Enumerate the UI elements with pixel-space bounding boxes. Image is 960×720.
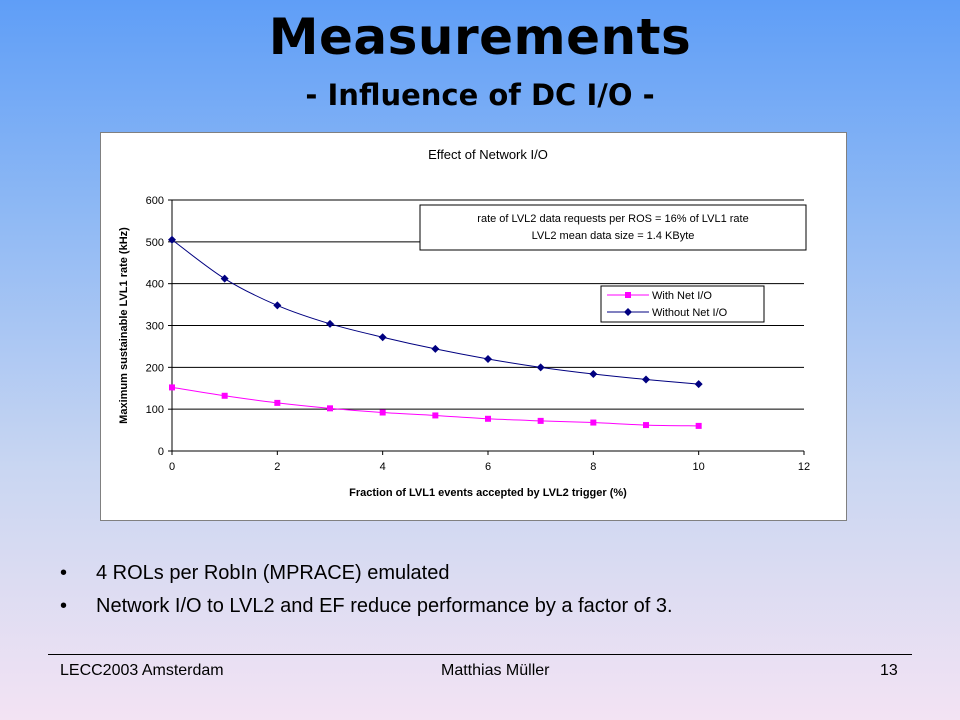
data-point bbox=[589, 370, 598, 379]
legend-label: With Net I/O bbox=[652, 290, 712, 302]
chart-title: Effect of Network I/O bbox=[428, 147, 548, 162]
y-axis-label: Maximum sustainable LVL1 rate (kHz) bbox=[118, 227, 130, 424]
bullet-item: Network I/O to LVL2 and EF reduce perfor… bbox=[60, 595, 673, 618]
y-tick-label: 500 bbox=[146, 237, 164, 249]
data-point bbox=[432, 412, 439, 419]
footer-divider bbox=[48, 654, 912, 655]
x-tick-label: 10 bbox=[693, 461, 705, 473]
data-point bbox=[378, 333, 387, 342]
annotation-text: LVL2 mean data size = 1.4 KByte bbox=[532, 230, 695, 242]
data-point bbox=[168, 235, 176, 244]
y-tick-label: 600 bbox=[146, 195, 164, 207]
data-point bbox=[326, 319, 334, 328]
annotation-box bbox=[419, 204, 807, 251]
x-axis-label: Fraction of LVL1 events accepted by LVL2… bbox=[349, 487, 627, 499]
bullet-item: 4 ROLs per RobIn (MPRACE) emulated bbox=[60, 562, 673, 585]
data-point bbox=[273, 301, 282, 310]
data-point bbox=[695, 422, 702, 429]
footer-event: LECC2003 Amsterdam bbox=[60, 662, 224, 679]
x-tick-label: 0 bbox=[169, 461, 175, 473]
data-point bbox=[590, 419, 597, 426]
y-tick-label: 400 bbox=[146, 279, 164, 291]
legend-marker bbox=[625, 292, 631, 298]
y-tick-label: 200 bbox=[146, 362, 164, 374]
x-tick-label: 2 bbox=[274, 461, 280, 473]
data-point bbox=[484, 354, 492, 363]
data-point bbox=[694, 380, 703, 389]
x-tick-label: 12 bbox=[798, 461, 810, 473]
data-point bbox=[379, 409, 386, 416]
line-chart: Effect of Network I/O0100200300400500600… bbox=[118, 147, 810, 499]
data-point bbox=[220, 274, 229, 283]
footer-page-number: 13 bbox=[880, 662, 898, 679]
y-tick-label: 100 bbox=[146, 404, 164, 416]
x-tick-label: 4 bbox=[380, 461, 386, 473]
chart-container: Effect of Network I/O 0 100 200 300 400 500 600… bbox=[100, 132, 847, 521]
x-tick-label: 8 bbox=[590, 461, 596, 473]
data-point bbox=[274, 399, 281, 406]
data-point bbox=[642, 375, 650, 384]
data-point bbox=[221, 392, 228, 399]
data-point bbox=[536, 363, 545, 372]
y-tick-label: 0 bbox=[158, 446, 164, 458]
data-point bbox=[643, 422, 649, 429]
data-point bbox=[169, 384, 175, 391]
slide-subtitle: - Influence of DC I/O - bbox=[305, 78, 655, 112]
legend-marker bbox=[624, 308, 632, 316]
data-point bbox=[485, 415, 491, 422]
slide-title: Measurements bbox=[268, 8, 692, 66]
series-line-with-net-io bbox=[171, 386, 699, 427]
y-tick-label: 300 bbox=[146, 321, 164, 333]
data-point bbox=[431, 344, 440, 353]
footer-author: Matthias Müller bbox=[441, 662, 550, 679]
legend-label: Without Net I/O bbox=[652, 307, 728, 319]
data-point bbox=[327, 405, 333, 412]
data-point bbox=[537, 417, 544, 424]
bullet-list: 4 ROLs per RobIn (MPRACE) emulated Netwo… bbox=[60, 562, 673, 628]
annotation-text: rate of LVL2 data requests per ROS = 16%… bbox=[477, 213, 748, 225]
x-tick-label: 6 bbox=[485, 461, 491, 473]
